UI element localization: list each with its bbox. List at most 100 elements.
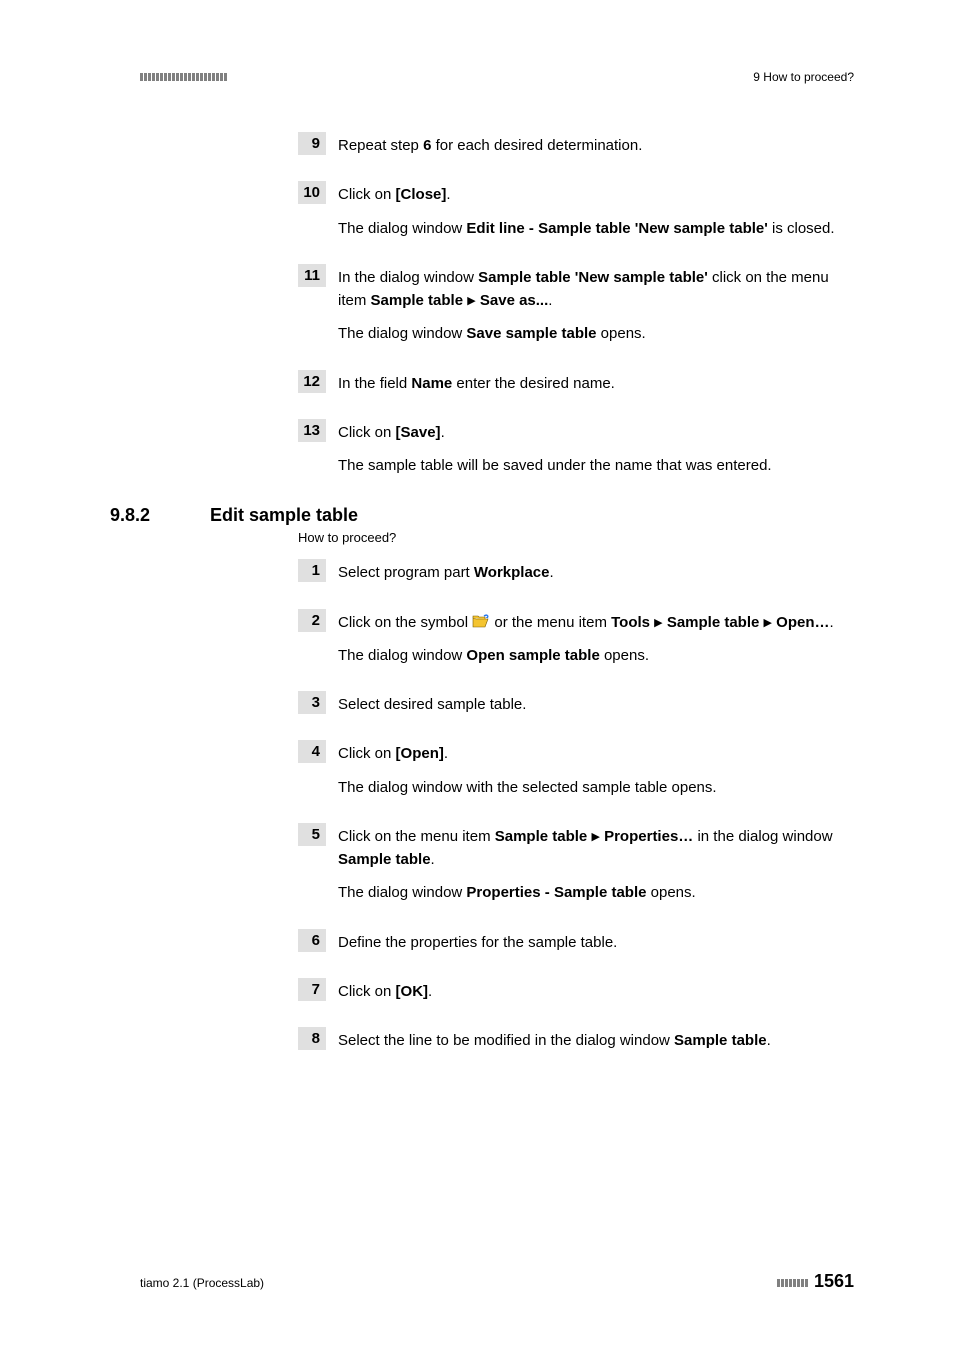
text: is closed. (768, 220, 835, 237)
step: 2 Click on the symbol or the menu item To… (298, 609, 854, 668)
step-number: 2 (298, 609, 326, 632)
step-body: Repeat step 6 for each desired determina… (338, 132, 854, 157)
text: Define the properties for the sample tab… (338, 934, 617, 951)
step: 9 Repeat step 6 for each desired determin… (298, 132, 854, 157)
step-number: 10 (298, 181, 326, 204)
bold-text: [OK] (396, 983, 429, 1000)
header-dashes (140, 73, 227, 81)
step: 1 Select program part Workplace. (298, 559, 854, 584)
text: . (767, 1032, 771, 1049)
step-number: 3 (298, 691, 326, 714)
step-body: Select desired sample table. (338, 691, 854, 716)
bold-text: Tools (611, 614, 650, 631)
step: 8 Select the line to be modified in the d… (298, 1027, 854, 1052)
page-header: 9 How to proceed? (140, 70, 854, 84)
step-paragraph: Click on [Save]. (338, 421, 854, 444)
step: 4Click on [Open].The dialog window with … (298, 740, 854, 799)
text: The dialog window (338, 220, 466, 237)
text: opens. (646, 884, 695, 901)
page-footer: tiamo 2.1 (ProcessLab) 1561 (140, 1271, 854, 1292)
footer-right: 1561 (777, 1271, 854, 1292)
text: In the field (338, 375, 411, 392)
step-paragraph: Click on [Open]. (338, 742, 854, 765)
bold-text: Edit line - Sample table 'New sample tab… (466, 220, 767, 237)
step-number: 1 (298, 559, 326, 582)
step-body: Define the properties for the sample tab… (338, 929, 854, 954)
text: for each desired determination. (431, 137, 642, 154)
step-paragraph: In the dialog window Sample table 'New s… (338, 266, 854, 313)
text: Click on (338, 424, 396, 441)
step-paragraph: The dialog window Open sample table open… (338, 644, 854, 667)
triangle-separator-icon: ▶ (654, 615, 662, 632)
text: in the dialog window (693, 828, 832, 845)
bold-text: [Open] (396, 745, 444, 762)
step-number: 13 (298, 419, 326, 442)
text: enter the desired name. (452, 375, 615, 392)
step: 13 Click on [Save].The sample table will … (298, 419, 854, 478)
text: . (548, 292, 552, 309)
step-body: Click on [Open]. The dialog window with t… (338, 740, 854, 799)
step: 12In the field Name enter the desired na… (298, 370, 854, 395)
text: . (441, 424, 445, 441)
bold-text: Properties… (604, 828, 693, 845)
triangle-separator-icon: ▶ (764, 615, 772, 632)
bold-text: Sample table (371, 292, 464, 309)
page-number: 1561 (814, 1271, 854, 1292)
text: The dialog window (338, 325, 466, 342)
bold-text: Properties - Sample table (466, 884, 646, 901)
triangle-separator-icon: ▶ (591, 829, 599, 846)
bold-text: Open sample table (466, 647, 599, 664)
step-number: 8 (298, 1027, 326, 1050)
bold-text: Sample table (674, 1032, 767, 1049)
step-paragraph: Repeat step 6 for each desired determina… (338, 134, 854, 157)
step-body: Click on [OK]. (338, 978, 854, 1003)
text: or the menu item (490, 614, 611, 631)
step-number: 6 (298, 929, 326, 952)
step-paragraph: Select the line to be modified in the di… (338, 1029, 854, 1052)
open-folder-icon (472, 614, 490, 629)
step: 5 Click on the menu item Sample table ▶ P… (298, 823, 854, 905)
step: 11In the dialog window Sample table 'New… (298, 264, 854, 346)
text: Select the line to be modified in the di… (338, 1032, 674, 1049)
footer-left: tiamo 2.1 (ProcessLab) (140, 1276, 264, 1290)
step-body: In the field Name enter the desired name… (338, 370, 854, 395)
text: Click on (338, 745, 396, 762)
bold-text: Open… (776, 614, 829, 631)
step-paragraph: Select program part Workplace. (338, 561, 854, 584)
step-paragraph: Click on [Close]. (338, 183, 854, 206)
text: The dialog window (338, 884, 466, 901)
step-body: Click on the menu item Sample table ▶ Pr… (338, 823, 854, 905)
section-subtext: How to proceed? (298, 530, 854, 545)
text: opens. (597, 325, 646, 342)
step-body: In the dialog window Sample table 'New s… (338, 264, 854, 346)
section-title: Edit sample table (210, 505, 358, 526)
text: Click on (338, 983, 396, 1000)
section-number: 9.8.2 (110, 505, 210, 526)
step-paragraph: In the field Name enter the desired name… (338, 372, 854, 395)
step-body: Select the line to be modified in the di… (338, 1027, 854, 1052)
step-number: 9 (298, 132, 326, 155)
text: Repeat step (338, 137, 423, 154)
step-body: Click on [Save].The sample table will be… (338, 419, 854, 478)
text: . (446, 186, 450, 203)
step-paragraph: The dialog window with the selected samp… (338, 776, 854, 799)
text: The dialog window with the selected samp… (338, 779, 717, 796)
text: . (830, 614, 834, 631)
step-number: 5 (298, 823, 326, 846)
step-paragraph: Click on the symbol or the menu item Too… (338, 611, 854, 634)
bold-text: [Save] (396, 424, 441, 441)
step-paragraph: Click on the menu item Sample table ▶ Pr… (338, 825, 854, 872)
step-list-a: 9 Repeat step 6 for each desired determin… (298, 132, 854, 477)
header-section-label: 9 How to proceed? (753, 70, 854, 84)
text: Select program part (338, 564, 474, 581)
step: 7Click on [OK]. (298, 978, 854, 1003)
step-body: Click on the symbol or the menu item Too… (338, 609, 854, 668)
bold-text: Sample table (338, 851, 431, 868)
bold-text: Name (411, 375, 452, 392)
bold-text: [Close] (396, 186, 447, 203)
bold-text: Sample table 'New sample table' (478, 269, 708, 286)
text: Click on the symbol (338, 614, 472, 631)
step: 3 Select desired sample table. (298, 691, 854, 716)
text: In the dialog window (338, 269, 478, 286)
step-paragraph: The dialog window Save sample table open… (338, 322, 854, 345)
